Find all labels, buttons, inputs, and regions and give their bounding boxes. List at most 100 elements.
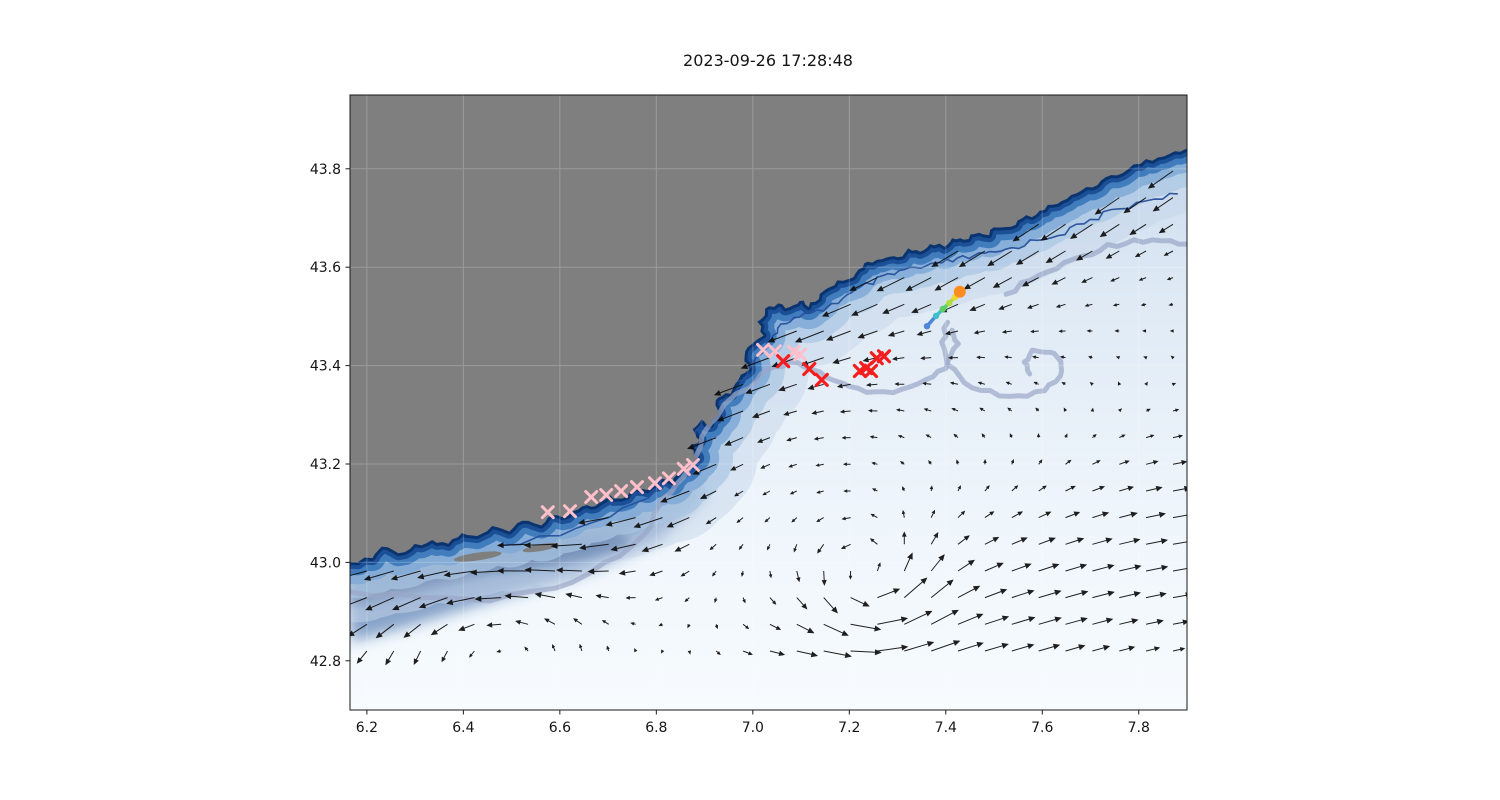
current-vector-arrow bbox=[1038, 537, 1056, 545]
current-vector-arrow bbox=[764, 517, 771, 523]
current-vector-arrow bbox=[762, 490, 771, 496]
current-vector-arrow bbox=[969, 303, 986, 312]
current-vector-arrow bbox=[1172, 434, 1184, 439]
current-vector-arrow bbox=[524, 566, 556, 573]
current-vector-arrow bbox=[709, 543, 717, 551]
current-vector-arrow bbox=[1172, 567, 1187, 572]
current-vector-arrow bbox=[1117, 408, 1123, 413]
y-tick-label: 43.4 bbox=[310, 359, 341, 375]
current-vector-arrow bbox=[894, 382, 905, 386]
trajectory-dot bbox=[932, 312, 940, 320]
current-vector-arrow bbox=[1051, 277, 1066, 285]
y-tick-label: 43.2 bbox=[310, 457, 341, 473]
red-x-marker bbox=[814, 372, 829, 387]
current-vector-arrow bbox=[661, 649, 665, 654]
current-vector-arrow bbox=[523, 542, 556, 549]
current-vector-arrow bbox=[1011, 589, 1035, 599]
pink-x-marker bbox=[563, 504, 577, 519]
current-vector-arrow bbox=[1092, 617, 1114, 625]
current-vector-arrow bbox=[751, 410, 771, 419]
current-vector-arrow bbox=[1038, 563, 1060, 572]
pink-x-marker bbox=[686, 458, 700, 472]
current-vector-arrow bbox=[1004, 355, 1012, 359]
current-vector-arrow bbox=[1092, 590, 1115, 599]
y-tick-label: 42.8 bbox=[310, 654, 341, 670]
current-vector-arrow bbox=[895, 408, 905, 412]
current-vector-arrow bbox=[1123, 197, 1147, 214]
current-vector-arrow bbox=[760, 463, 771, 469]
current-vector-arrow bbox=[973, 330, 985, 335]
current-vector-arrow bbox=[984, 642, 1009, 652]
x-tick-label: 6.2 bbox=[356, 720, 378, 736]
current-vector-arrow bbox=[930, 532, 939, 545]
current-vector-arrow bbox=[1033, 381, 1039, 386]
current-vector-arrow bbox=[769, 650, 786, 657]
current-vector-arrow bbox=[350, 597, 368, 605]
current-vector-arrow bbox=[1119, 460, 1130, 465]
current-vector-arrow bbox=[923, 408, 932, 412]
current-vector-arrow bbox=[807, 383, 824, 391]
current-vector-arrow bbox=[515, 619, 529, 625]
current-vector-arrow bbox=[984, 588, 1008, 599]
pink-x-marker-layer bbox=[540, 342, 808, 520]
current-quiver-layer bbox=[350, 170, 1187, 666]
current-vector-arrow bbox=[713, 383, 744, 396]
current-vector-arrow bbox=[1172, 541, 1187, 545]
pink-x-marker bbox=[756, 342, 770, 357]
current-vector-arrow bbox=[1021, 277, 1039, 287]
current-vector-arrow bbox=[1168, 302, 1174, 307]
current-vector-arrow bbox=[1065, 485, 1076, 492]
current-vector-arrow bbox=[925, 434, 932, 439]
current-vector-arrow bbox=[1084, 303, 1093, 307]
current-vector-arrow bbox=[504, 593, 529, 600]
current-vector-arrow bbox=[757, 437, 771, 443]
current-vector-arrow bbox=[1172, 512, 1187, 519]
current-vector-arrow bbox=[1090, 407, 1095, 412]
current-vector-arrow bbox=[832, 357, 851, 365]
current-vector-arrow bbox=[714, 597, 718, 603]
current-vector-arrow bbox=[470, 569, 502, 576]
current-vector-arrow bbox=[1172, 647, 1186, 652]
current-vector-arrow bbox=[1005, 381, 1012, 386]
current-vector-arrow bbox=[1045, 250, 1066, 264]
x-tick-label: 7.8 bbox=[1128, 720, 1150, 736]
current-vector-arrow bbox=[976, 355, 985, 360]
current-vector-arrow bbox=[654, 597, 663, 601]
current-vector-arrow bbox=[1092, 563, 1115, 572]
current-vector-arrow bbox=[660, 490, 690, 503]
island bbox=[453, 551, 502, 562]
current-vector-arrow bbox=[736, 517, 744, 524]
current-vector-arrow bbox=[1038, 643, 1061, 652]
current-vector-arrow bbox=[934, 277, 959, 291]
x-tick-label: 6.8 bbox=[645, 720, 667, 736]
current-vector-arrow bbox=[788, 463, 797, 468]
current-vector-arrow bbox=[1119, 618, 1139, 625]
current-vector-arrow bbox=[897, 434, 905, 439]
pink-x-marker bbox=[540, 505, 555, 520]
current-vector-arrow bbox=[953, 433, 959, 438]
current-vector-arrow bbox=[987, 250, 1013, 267]
current-vector-arrow bbox=[687, 650, 692, 655]
current-vector-arrow bbox=[1138, 277, 1147, 281]
current-vector-arrow bbox=[811, 410, 824, 415]
drifter-trajectory-layer bbox=[923, 285, 966, 330]
current-vector-arrow bbox=[870, 513, 878, 519]
current-vector-arrow bbox=[1140, 302, 1147, 307]
red-x-marker bbox=[802, 361, 817, 377]
y-tick-label: 43.8 bbox=[310, 162, 341, 178]
current-vector-arrow bbox=[957, 585, 981, 599]
red-x-marker bbox=[776, 354, 791, 369]
current-vector-arrow bbox=[979, 407, 986, 412]
current-vector-arrow bbox=[930, 579, 954, 598]
current-vector-arrow bbox=[469, 650, 475, 658]
current-vector-arrow bbox=[984, 562, 1004, 572]
current-vector-arrow bbox=[1145, 511, 1166, 519]
current-vector-arrow bbox=[867, 408, 878, 413]
current-vector-arrow bbox=[1065, 563, 1088, 572]
y-tick-label: 43.0 bbox=[310, 555, 341, 571]
x-tick-label: 6.6 bbox=[549, 720, 571, 736]
current-vector-arrow bbox=[1075, 250, 1093, 261]
current-vector-arrow bbox=[1119, 591, 1141, 599]
current-vector-arrow bbox=[715, 650, 721, 656]
